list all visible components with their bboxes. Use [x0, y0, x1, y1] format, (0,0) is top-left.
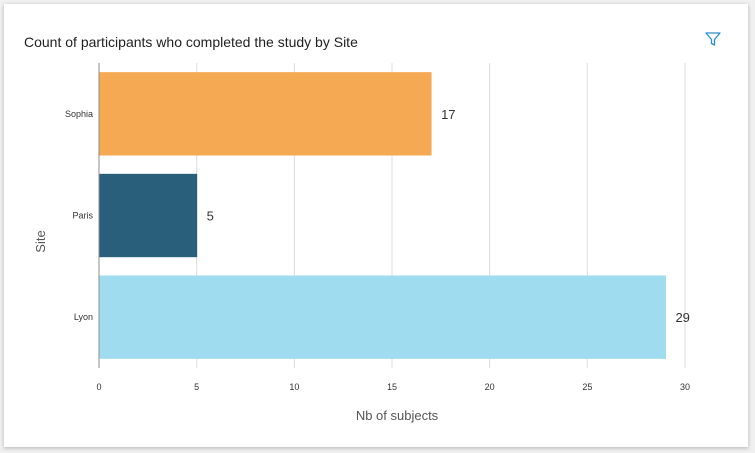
- y-tick-label: Lyon: [74, 312, 93, 322]
- x-tick-label: 0: [96, 382, 101, 392]
- x-axis-title: Nb of subjects: [356, 408, 439, 423]
- chart-card: Count of participants who completed the …: [4, 4, 748, 447]
- chart-title: Count of participants who completed the …: [24, 34, 358, 50]
- y-axis-title: Site: [33, 230, 48, 252]
- bar-chart: 0 5 10 15 20 25 30 Sophia 17 Paris 5 Lyon 29 Nb of su…: [33, 63, 690, 423]
- x-tick-label: 10: [289, 382, 299, 392]
- x-tick-label: 30: [680, 382, 690, 392]
- data-label: 17: [441, 107, 455, 122]
- x-tick-label: 20: [485, 382, 495, 392]
- y-tick-label: Sophia: [65, 109, 93, 119]
- filter-icon[interactable]: [704, 30, 722, 48]
- data-label: 5: [207, 209, 214, 224]
- bar-lyon: [99, 275, 666, 359]
- x-tick-label: 5: [194, 382, 199, 392]
- x-tick-label: 15: [387, 382, 397, 392]
- data-label: 29: [675, 310, 689, 325]
- x-tick-label: 25: [582, 382, 592, 392]
- y-tick-label: Paris: [72, 211, 93, 221]
- bar-paris: [99, 173, 198, 258]
- bar-sophia: [99, 72, 432, 156]
